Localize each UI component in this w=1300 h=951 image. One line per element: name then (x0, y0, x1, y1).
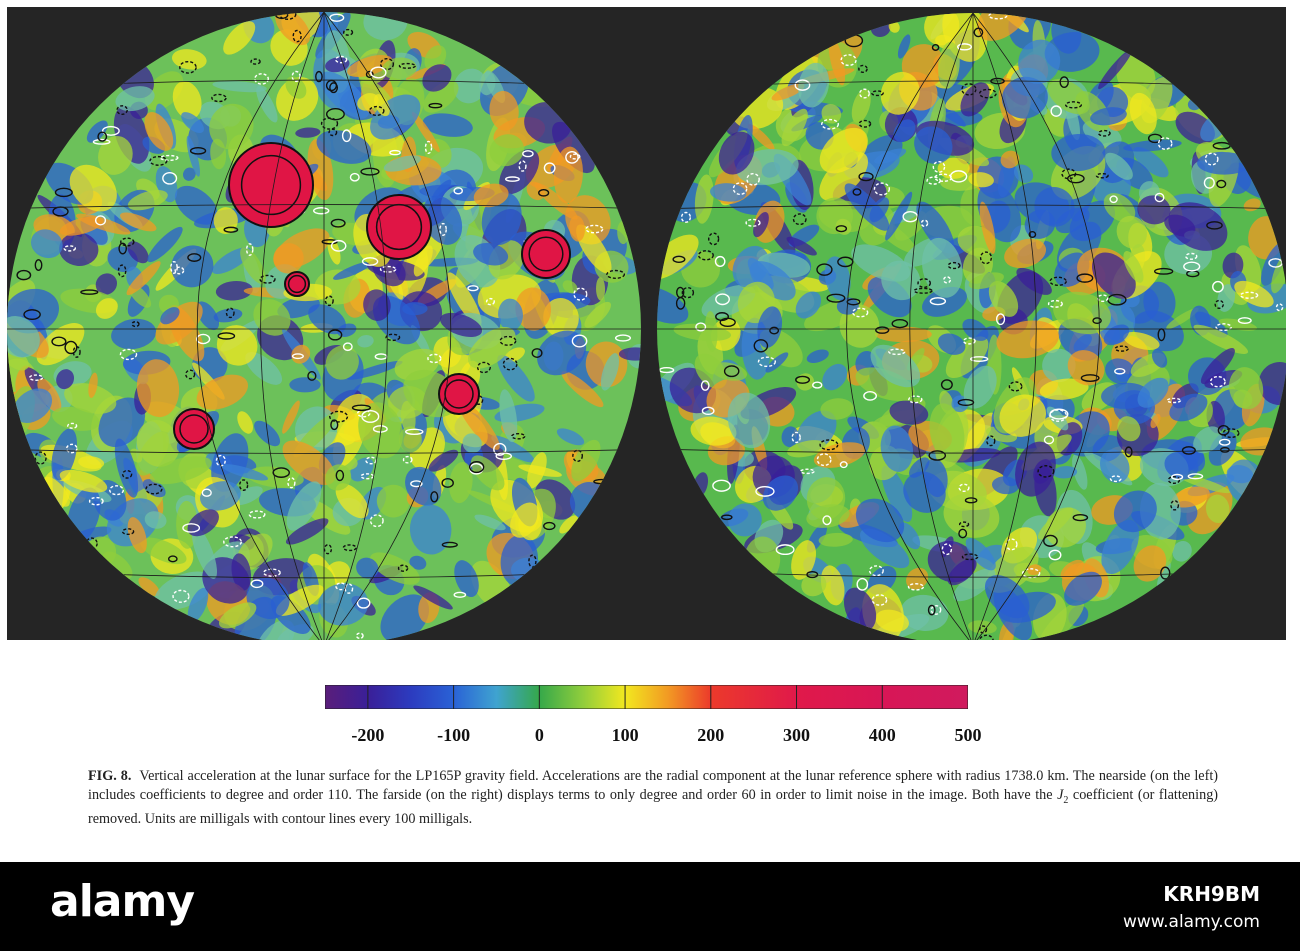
j-subscript: 2 (1063, 794, 1069, 806)
brand-logo: alamy (50, 876, 195, 927)
figure-label: FIG. 8. (88, 768, 132, 784)
colorbar-tick-label: 400 (868, 725, 896, 745)
farside-hemisphere (657, 13, 1286, 640)
colorbar-tick-label: 500 (954, 725, 982, 745)
watermark-bar: alamy KRH9BM www.alamy.com (0, 862, 1300, 951)
colorbar-tick-label: -100 (437, 725, 471, 745)
hemisphere-maps (7, 12, 1286, 640)
image-id: KRH9BM (1163, 882, 1260, 906)
colorbar-dividers (367, 685, 968, 709)
colorbar-tick-label: 300 (783, 725, 811, 745)
colorbar (325, 685, 968, 709)
caption-text-1: Vertical acceleration at the lunar surfa… (88, 768, 1218, 803)
figure-caption: FIG. 8. Vertical acceleration at the luna… (88, 767, 1218, 829)
colorbar-tick-label: 200 (697, 725, 725, 745)
caption-text-2: coefficient (or flattening) removed. Uni… (88, 787, 1219, 827)
image-url: www.alamy.com (1122, 912, 1260, 932)
colorbar-tick-label: 100 (611, 725, 639, 745)
nearside-hemisphere (7, 12, 641, 640)
j-symbol: J (1057, 787, 1064, 803)
colorbar-tick-label: -200 (351, 725, 385, 745)
colorbar-tick-label: 0 (534, 725, 544, 745)
gravity-map-figure (7, 7, 1286, 640)
